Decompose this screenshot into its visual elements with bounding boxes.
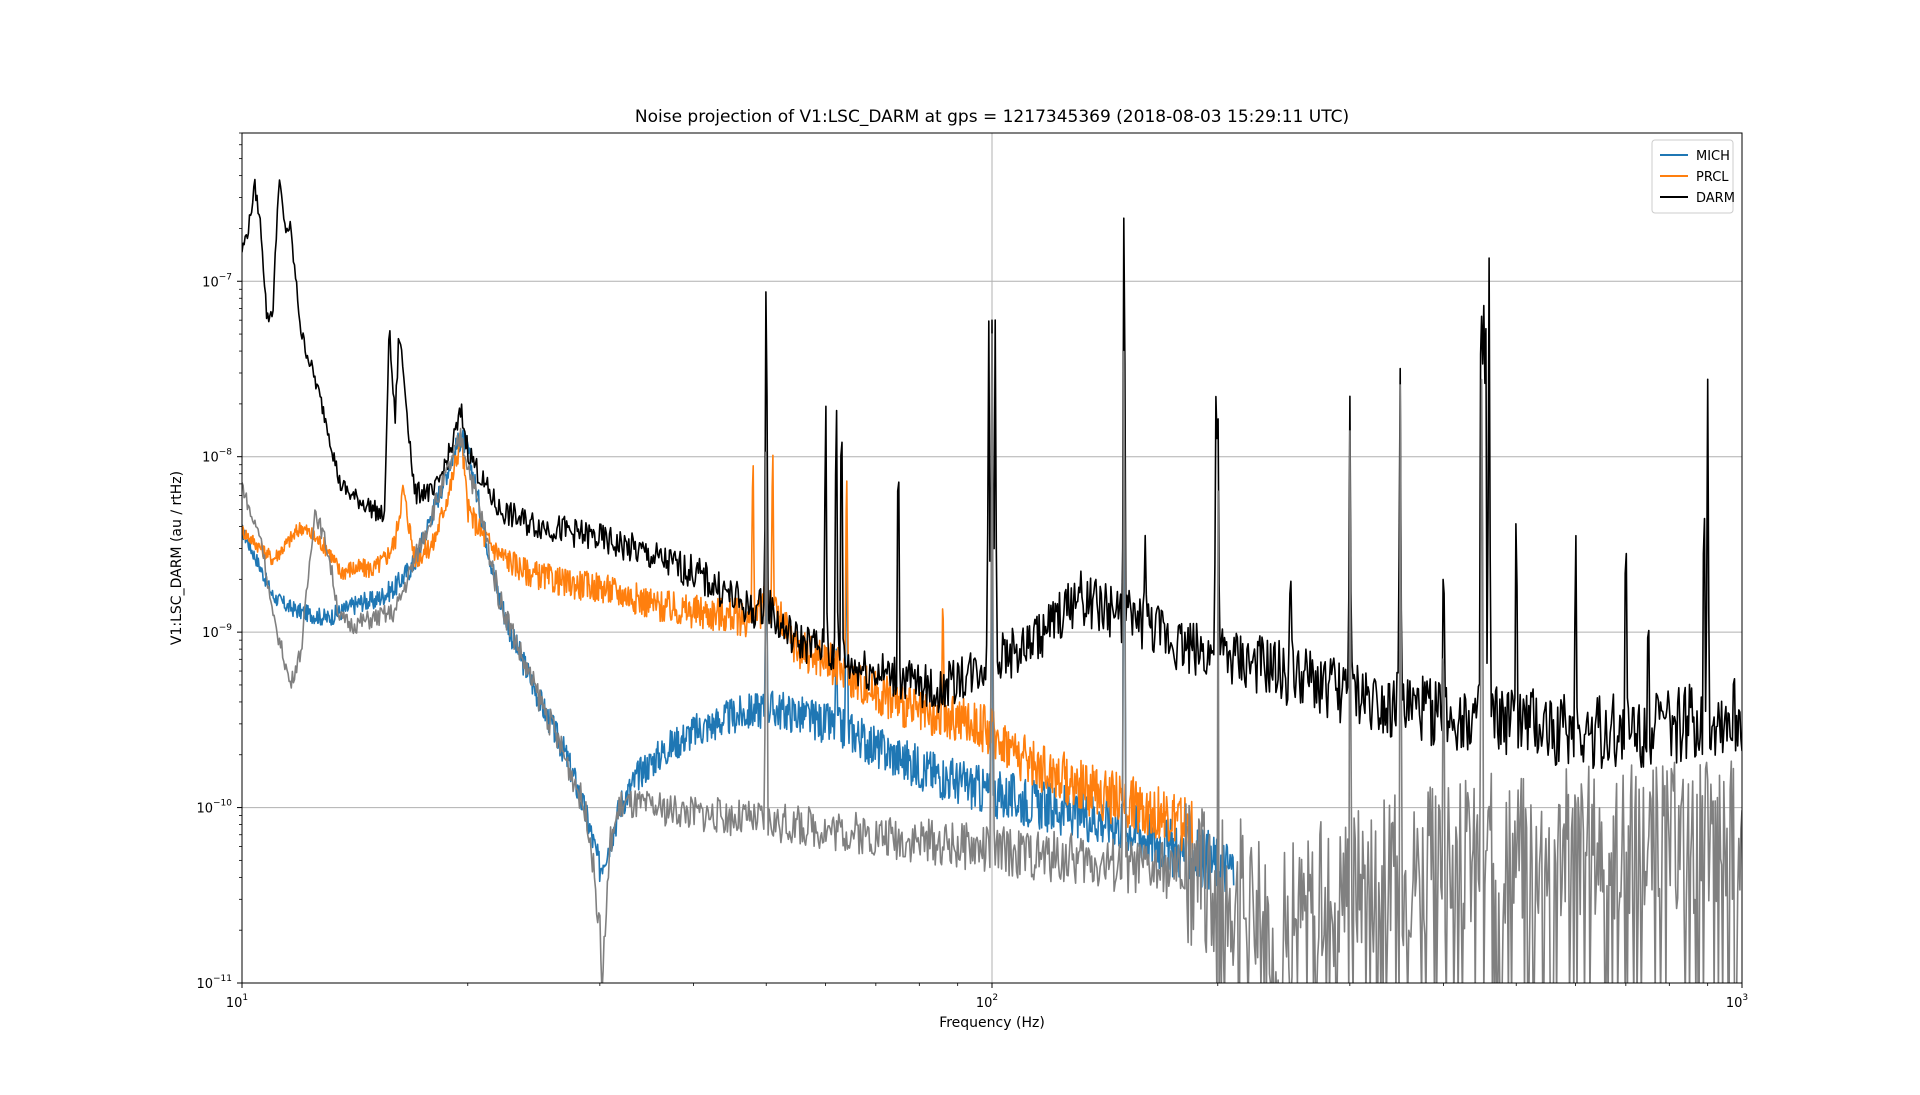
y-tick-base: 10: [196, 802, 213, 817]
x-tick-base: 10: [1726, 996, 1743, 1011]
x-tick-base: 10: [976, 996, 993, 1011]
y-tick-exponent: −7: [219, 272, 232, 282]
y-tick-exponent: −9: [219, 623, 233, 633]
series-line-residual: [242, 333, 1742, 983]
chart-title: Noise projection of V1:LSC_DARM at gps =…: [635, 107, 1349, 127]
x-tick-exponent: 1: [242, 993, 248, 1003]
y-tick-base: 10: [202, 451, 219, 466]
y-tick-base: 10: [202, 626, 219, 641]
x-tick-label: 101: [226, 993, 248, 1011]
y-tick-base: 10: [202, 275, 219, 290]
series-line-darm: [242, 178, 1742, 770]
x-tick-exponent: 3: [1742, 993, 1748, 1003]
y-axis-label: V1:LSC_DARM (au / rtHz): [169, 471, 185, 645]
legend: MICH PRCL DARM: [1651, 139, 1735, 214]
y-tick-exponent: −8: [219, 448, 233, 458]
y-tick-label: 10−11: [196, 974, 232, 992]
y-tick-label: 10−8: [202, 448, 232, 466]
x-axis-label: Frequency (Hz): [939, 1015, 1045, 1031]
y-tick-label: 10−7: [202, 272, 232, 290]
y-tick-exponent: −11: [213, 974, 232, 984]
legend-box: [1651, 139, 1734, 214]
x-tick-exponent: 2: [992, 993, 998, 1003]
y-tick-label: 10−9: [202, 623, 232, 641]
x-tick-base: 10: [226, 996, 243, 1011]
x-tick-label: 103: [1726, 993, 1748, 1011]
legend-label: PRCL: [1696, 170, 1729, 185]
legend-label: DARM: [1696, 191, 1735, 206]
series-line-prcl: [242, 432, 1194, 856]
y-tick-label: 10−10: [196, 799, 232, 817]
y-tick-exponent: −10: [213, 799, 232, 809]
x-tick-label: 102: [976, 993, 998, 1011]
plot-layer: [242, 178, 1742, 983]
legend-label: MICH: [1696, 149, 1730, 164]
y-tick-base: 10: [196, 977, 213, 992]
